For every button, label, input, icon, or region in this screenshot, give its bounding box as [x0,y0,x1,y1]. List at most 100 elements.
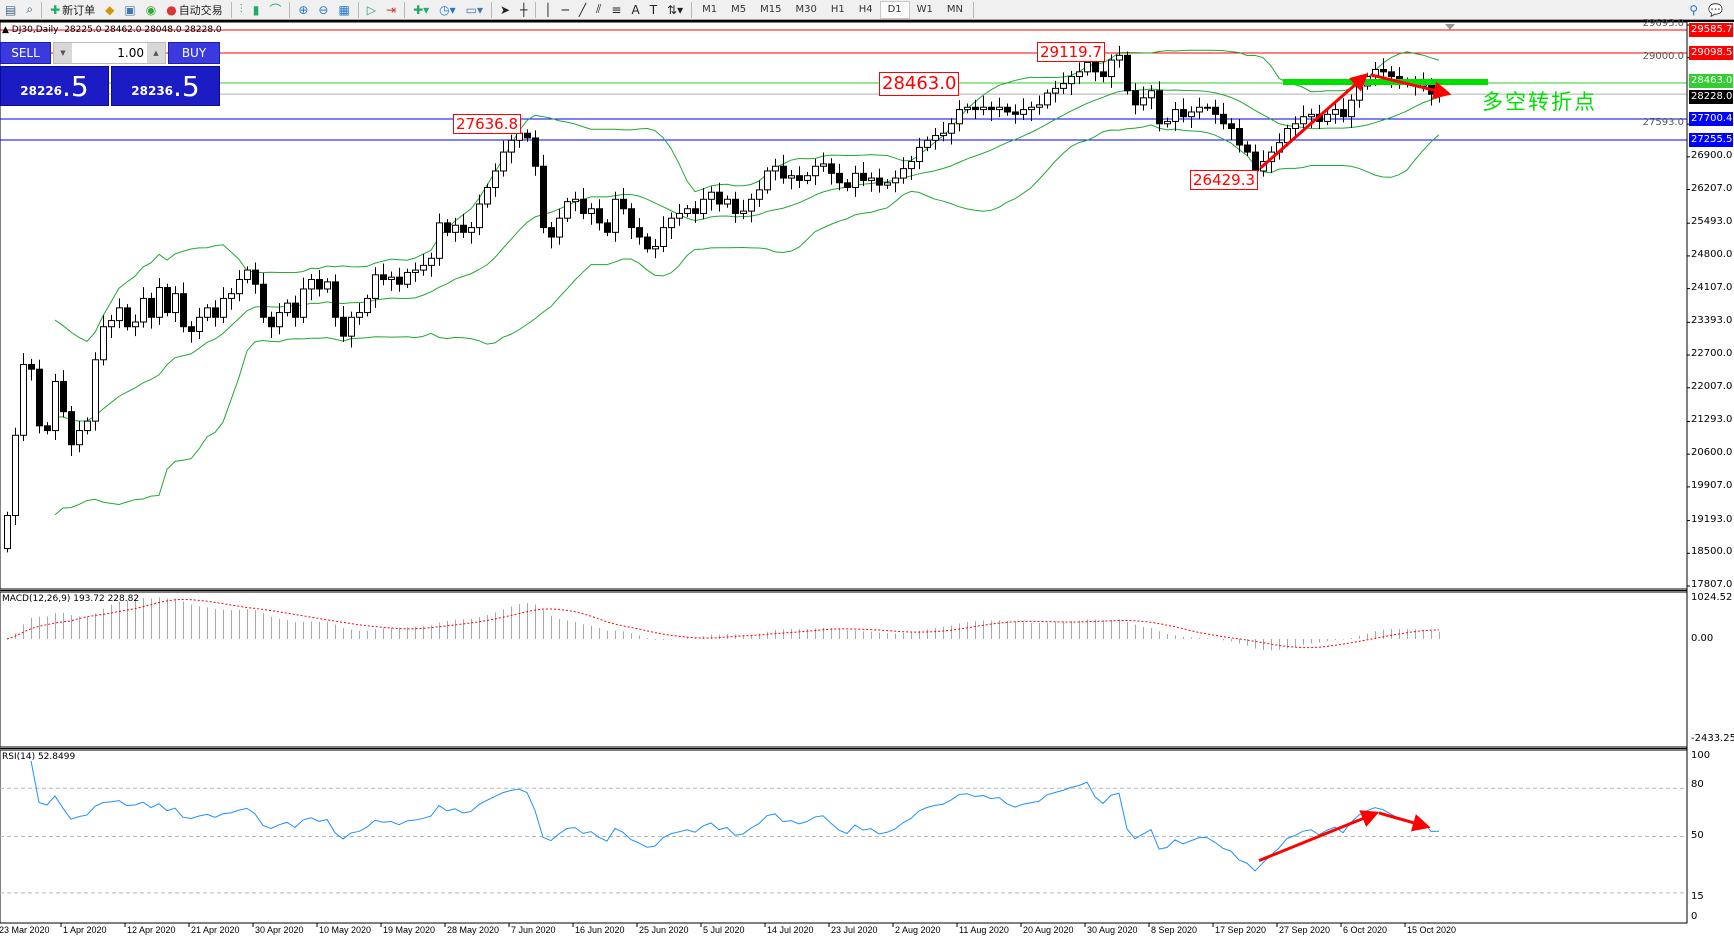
lot-value[interactable]: 1.00 [117,46,144,60]
candle [36,359,43,434]
candle [700,187,707,220]
bar-chart-button[interactable]: ⫶ [235,1,248,19]
fibonacci-button[interactable]: ≡ [606,1,626,19]
candle-body [700,198,707,214]
new-order-button[interactable]: ✚ 新订单 [45,1,100,19]
timeframe-m30[interactable]: M30 [795,4,817,15]
periods-button[interactable]: ◷▾ [434,1,461,19]
auto-scroll-button[interactable]: ▷ [362,1,381,19]
candle-body [508,139,515,153]
search-icon: ⚲ [1689,2,1699,17]
timeframe-m15[interactable]: M15 [760,4,782,15]
trendline-button[interactable]: ╱ [574,1,591,19]
cursor-button[interactable]: ➤ [495,1,515,19]
search-button[interactable]: ⚲ [1684,1,1703,19]
timeframe-mn[interactable]: MN [946,4,964,15]
candle-body [652,245,659,250]
candle-body [676,212,683,219]
indicators-button[interactable]: ✚▾ [408,1,434,19]
candle-body [572,198,579,203]
templates-button[interactable]: ▭▾ [461,1,488,19]
macd-signal-line [6,598,1440,649]
arrows-button[interactable]: ⇅▾ [662,1,688,19]
candle [676,204,683,226]
candle [684,204,691,218]
horizontal-line-button[interactable]: ─ [557,1,574,19]
candle [108,314,115,339]
candle [500,140,507,177]
zoom-in-icon: ⊕ [298,2,309,17]
candle [340,305,347,342]
candle-body [1012,111,1019,115]
vertical-line-button[interactable]: │ [539,1,556,19]
candle-body [132,321,139,328]
candle-body [612,198,619,233]
buy-price-button[interactable]: 28236.5 [111,66,220,106]
lot-decrease-button[interactable]: ▼ [54,43,72,63]
tile-windows-button[interactable]: ▦ [333,1,354,19]
text-button[interactable]: A [626,1,644,19]
plus-icon: ✚ [50,2,61,17]
price-tag-sept-low[interactable]: 26429.3 [1190,170,1259,190]
price-axis-label: 21293.0 [1691,414,1733,426]
candle-body [820,163,827,167]
zoom-out-button[interactable]: ⊖ [313,1,333,19]
candle-body [1388,71,1395,78]
candle-body [788,175,795,179]
candle-body [1332,109,1339,115]
candle [348,311,355,348]
timeframe-h4[interactable]: H4 [858,4,873,15]
rsi-axis-0: 0 [1691,911,1698,922]
lot-size-input[interactable]: ▼ 1.00 ▲ [53,42,166,64]
zoom-in-button[interactable]: ⊕ [293,1,313,19]
date-axis-label: 20 Aug 2020 [1023,925,1074,935]
candle [228,288,235,310]
new-order-label: 新订单 [62,3,96,17]
candle-body [1044,92,1051,106]
timeframe-m1[interactable]: M1 [702,4,718,15]
price-tag-june-high[interactable]: 27636.8 [453,114,522,134]
candle-body [1348,99,1355,118]
toolbar-button-metaeditor[interactable]: ◆ [100,1,119,19]
candle-body [628,208,635,229]
candle-body [692,208,699,214]
sell-price-button[interactable]: 28226.5 [0,66,109,106]
candle [1044,89,1051,109]
auto-trading-button[interactable]: ● 自动交易 [161,1,227,19]
line-chart-button[interactable]: ⌒ [264,1,286,19]
candle-body [460,224,467,233]
toolbar-button-mailbox[interactable]: ▣ [119,1,140,19]
chart-ohlc: 28225.0 28462.0 28048.0 28228.0 [64,25,222,35]
crosshair-button[interactable]: ┼ [515,1,532,19]
toolbar-button-signals[interactable]: ◉ [141,1,161,19]
candle-body [1092,61,1099,73]
candle [660,216,667,253]
chat-button[interactable]: 💬 [1703,1,1728,19]
vertical-line-icon: │ [544,2,552,17]
candle [284,299,291,317]
channel-button[interactable]: ⫽ [591,1,606,19]
price-tag-high[interactable]: 29119.7 [1037,42,1106,62]
toolbar-separator [404,1,406,18]
candle [412,262,419,282]
candle [172,286,179,323]
pivot-annotation-text[interactable]: 多空转折点 [1482,90,1597,114]
candle [316,270,323,297]
timeframe-w1[interactable]: W1 [916,4,933,15]
candle [548,221,555,249]
candle-body [620,198,627,210]
timeframe-d1[interactable]: D1 [879,0,910,19]
timeframe-h1[interactable]: H1 [830,4,845,15]
timeframe-m5[interactable]: M5 [731,4,747,15]
buy-button[interactable]: BUY [168,42,220,64]
toolbar-button-navigator[interactable]: ⌕ [21,1,38,19]
price-tag-resistance[interactable]: 28463.0 [879,72,960,96]
text-label-button[interactable]: T [645,1,662,19]
candle-body [892,177,899,184]
candlestick-button[interactable]: ▮ [248,1,265,19]
toolbar-button-open[interactable]: ▤ [0,1,21,19]
sell-button[interactable]: SELL [0,42,51,64]
lot-increase-button[interactable]: ▲ [147,43,165,63]
chart-shift-button[interactable]: ⇥ [381,1,401,19]
